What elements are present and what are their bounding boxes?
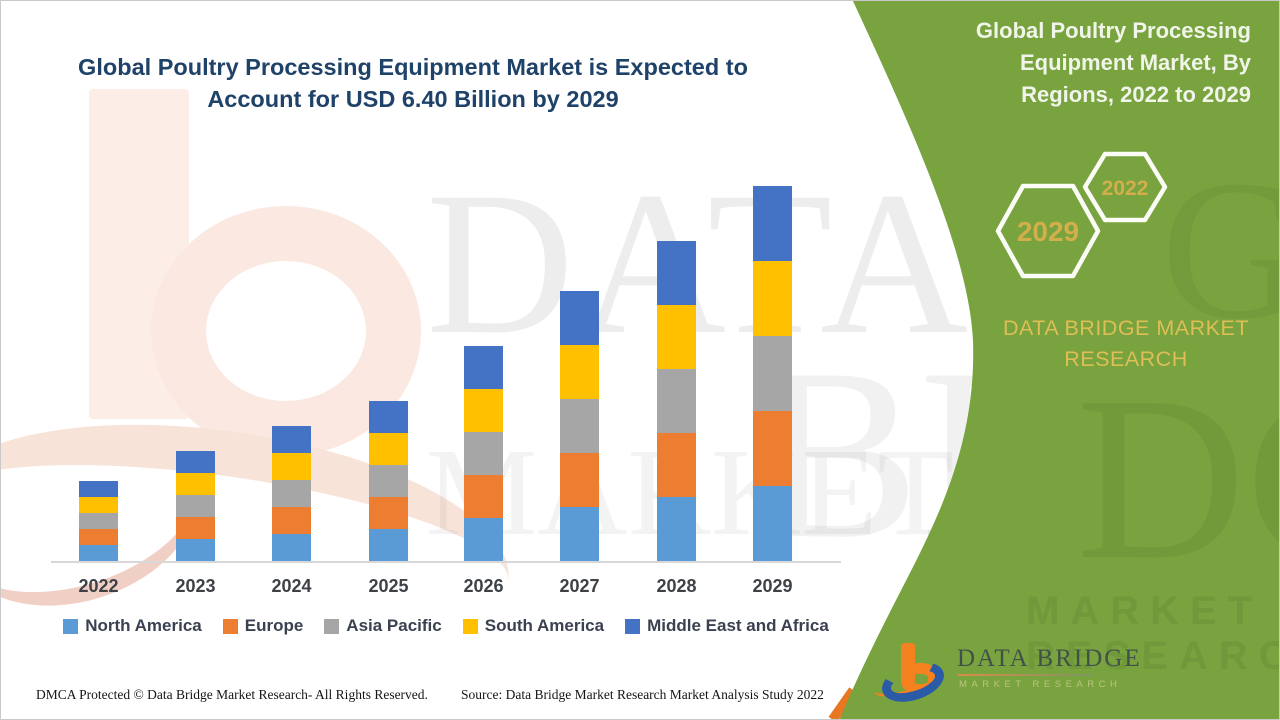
legend-item: North America	[63, 616, 202, 636]
year-hexagons: 2022 2029	[995, 151, 1168, 279]
bar-segment	[369, 401, 408, 433]
bar-segment	[369, 497, 408, 529]
chart-title: Global Poultry Processing Equipment Mark…	[78, 54, 748, 112]
hexagon-2022	[1082, 151, 1168, 223]
bar-segment	[176, 473, 215, 495]
bar-2027	[560, 291, 599, 561]
bar-segment	[272, 426, 311, 453]
x-axis-label: 2024	[271, 576, 312, 596]
chart-legend: North America Europe Asia Pacific South Ame…	[51, 616, 841, 636]
bar-segment	[657, 433, 696, 497]
bar-segment	[464, 389, 503, 432]
bar-segment	[369, 433, 408, 465]
bar-segment	[369, 529, 408, 561]
hexagon-year-large: 2029	[1017, 216, 1079, 247]
bar-segment	[464, 518, 503, 561]
dmca-notice: DMCA Protected © Data Bridge Market Rese…	[36, 687, 428, 702]
legend-item: Europe	[222, 616, 304, 636]
bar-segment	[464, 475, 503, 518]
bar-2028	[657, 241, 696, 561]
x-axis-line	[51, 561, 841, 563]
legend-label: South America	[484, 616, 605, 635]
bar-segment	[272, 480, 311, 507]
hexagon-year-small: 2022	[1102, 177, 1149, 200]
legend-label: Europe	[244, 616, 304, 635]
bar-segment	[560, 345, 599, 399]
bar-2022	[79, 481, 118, 561]
bar-segment	[560, 291, 599, 345]
legend-item: Asia Pacific	[324, 616, 442, 636]
bar-segment	[753, 261, 792, 336]
bar-segment	[272, 534, 311, 561]
green-panel-shape	[839, 1, 1279, 719]
bar-segment	[79, 513, 118, 529]
legend-label: Middle East and Africa	[647, 616, 829, 635]
hexagon-2029	[995, 183, 1101, 279]
logo-underline	[958, 674, 1091, 676]
bar-segment	[657, 497, 696, 561]
bar-segment	[369, 465, 408, 497]
logo-blue-swoosh	[877, 654, 949, 710]
source-credit: Source: Data Bridge Market Research Mark…	[461, 687, 824, 702]
bar-2023	[176, 451, 215, 561]
legend-item: South America	[462, 616, 605, 636]
logo-b-icon	[871, 637, 969, 710]
legend-swatch	[462, 618, 478, 634]
bar-segment	[176, 517, 215, 539]
logo-wordmark: DATA BRIDGE	[957, 645, 1142, 672]
bar-segment	[753, 186, 792, 261]
bar-segment	[272, 507, 311, 534]
bar-segment	[753, 411, 792, 486]
logo-subtitle: MARKET RESEARCH	[959, 679, 1122, 690]
legend-item: Middle East and Africa	[625, 616, 829, 636]
bar-2025	[369, 401, 408, 561]
legend-label: North America	[85, 616, 202, 635]
legend-swatch	[625, 618, 641, 634]
bar-2029	[753, 186, 792, 561]
logo-b-bowl	[901, 663, 939, 695]
bar-segment	[272, 453, 311, 480]
bar-segment	[560, 399, 599, 453]
legend-swatch	[324, 618, 340, 634]
x-axis-label: 2023	[175, 576, 216, 596]
x-axis-label: 2025	[368, 576, 409, 596]
bar-2026	[464, 346, 503, 561]
bar-2024	[272, 426, 311, 561]
bar-segment	[464, 432, 503, 475]
data-bridge-logo: DATA BRIDGE MARKET RESEARCH	[871, 637, 1207, 710]
bar-segment	[753, 486, 792, 561]
brand-heading: DATA BRIDGE MARKET RESEARCH	[1003, 316, 1249, 371]
bar-segment	[657, 305, 696, 369]
x-axis-labels: 2022 2023 2024 2025 2026 2027 2028 2029	[51, 576, 841, 600]
bar-segment	[79, 545, 118, 561]
bar-segment	[176, 495, 215, 517]
bar-segment	[753, 336, 792, 411]
bar-segment	[657, 369, 696, 433]
panel-title: Global Poultry Processing Equipment Mark…	[975, 18, 1251, 107]
bar-segment	[464, 346, 503, 389]
x-axis-label: 2027	[559, 576, 600, 596]
x-axis-label: 2028	[656, 576, 697, 596]
bar-segment	[79, 497, 118, 513]
bar-segment	[176, 539, 215, 561]
legend-swatch	[63, 618, 79, 634]
bar-segment	[176, 451, 215, 473]
bar-segment	[560, 453, 599, 507]
legend-label: Asia Pacific	[346, 616, 442, 635]
legend-swatch	[222, 618, 238, 634]
bar-segment	[560, 507, 599, 561]
x-axis-label: 2026	[463, 576, 504, 596]
bar-segment	[79, 529, 118, 545]
stacked-bar-chart	[51, 171, 841, 561]
bar-segment	[657, 241, 696, 305]
x-axis-label: 2029	[752, 576, 793, 596]
bar-segment	[79, 481, 118, 497]
x-axis-label: 2022	[78, 576, 119, 596]
